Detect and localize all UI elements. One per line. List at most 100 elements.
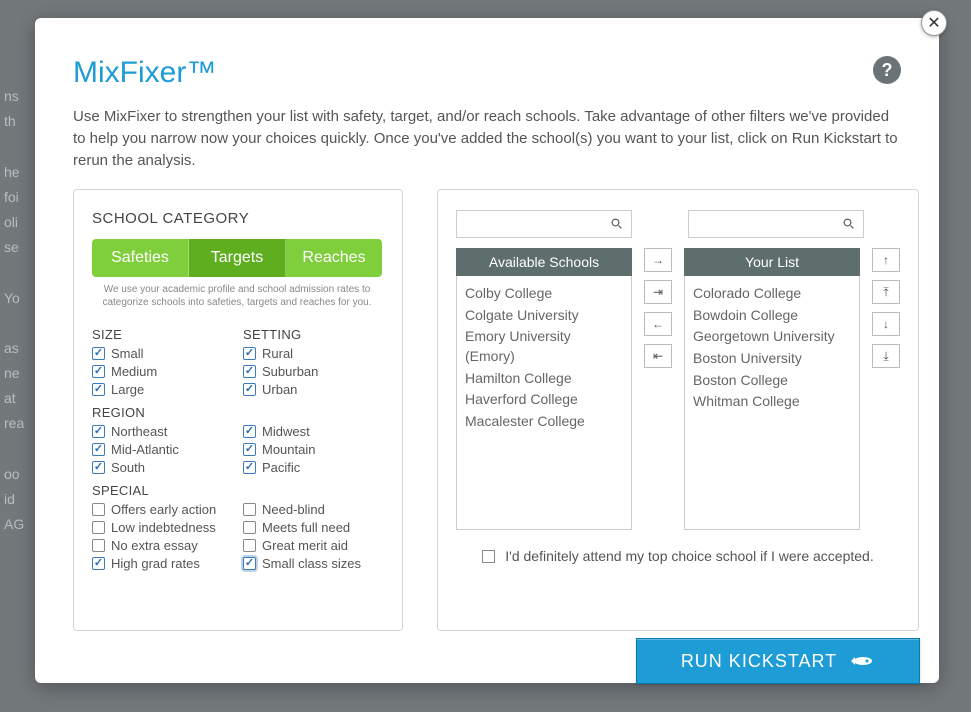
lbl-small: Small	[111, 346, 144, 361]
run-kickstart-button[interactable]: RUN KICKSTART	[636, 638, 920, 684]
lbl-pacific: Pacific	[262, 460, 300, 475]
search-available[interactable]	[456, 210, 632, 238]
arrow-left-icon: ←	[652, 317, 664, 331]
arrow-down-icon: ↓	[883, 317, 889, 331]
lbl-mountain: Mountain	[262, 442, 315, 457]
list-item[interactable]: Haverford College	[465, 390, 623, 410]
modal-title: MixFixer™	[73, 56, 216, 90]
filter-panel: SCHOOL CATEGORY Safeties Targets Reaches…	[73, 189, 403, 631]
modal-header: MixFixer™ ?	[73, 56, 901, 106]
list-item[interactable]: Colgate University	[465, 306, 623, 326]
chk-medium[interactable]	[92, 365, 105, 378]
tab-reaches[interactable]: Reaches	[286, 239, 382, 277]
close-button[interactable]: ✕	[921, 10, 947, 36]
category-tabs: Safeties Targets Reaches	[92, 239, 382, 277]
chk-smallclass[interactable]	[243, 557, 256, 570]
special-heading: SPECIAL	[92, 483, 233, 498]
move-buttons: → ⇥ ← ⇤	[644, 248, 672, 368]
help-icon: ?	[882, 60, 893, 81]
setting-heading: SETTING	[243, 327, 384, 342]
chk-large[interactable]	[92, 383, 105, 396]
chk-grad[interactable]	[92, 557, 105, 570]
lbl-fullneed: Meets full need	[262, 520, 350, 535]
move-all-left-button[interactable]: ⇤	[644, 344, 672, 368]
chk-merit[interactable]	[243, 539, 256, 552]
tab-safeties[interactable]: Safeties	[92, 239, 189, 277]
chk-south[interactable]	[92, 461, 105, 474]
lbl-urban: Urban	[262, 382, 297, 397]
category-note: We use your academic profile and school …	[92, 283, 382, 309]
list-item[interactable]: Whitman College	[693, 392, 851, 412]
search-yourlist[interactable]	[688, 210, 864, 238]
yourlist-col: Your List Colorado CollegeBowdoin Colleg…	[684, 248, 860, 530]
lbl-rural: Rural	[262, 346, 293, 361]
tab-targets[interactable]: Targets	[189, 239, 286, 277]
yourlist-header: Your List	[684, 248, 860, 276]
list-item[interactable]: Macalester College	[465, 412, 623, 432]
list-item[interactable]: Colorado College	[693, 284, 851, 304]
mixfixer-modal: ✕ MixFixer™ ? Use MixFixer to strengthen…	[35, 18, 939, 683]
filter-col-left: SIZE Small Medium Large REGION Northeast…	[92, 319, 233, 574]
chk-early[interactable]	[92, 503, 105, 516]
chk-needblind[interactable]	[243, 503, 256, 516]
move-all-right-button[interactable]: ⇥	[644, 280, 672, 304]
rocket-icon	[847, 654, 875, 668]
chk-noessay[interactable]	[92, 539, 105, 552]
lbl-needblind: Need-blind	[262, 502, 325, 517]
chk-midwest[interactable]	[243, 425, 256, 438]
lbl-grad: High grad rates	[111, 556, 200, 571]
help-button[interactable]: ?	[873, 56, 901, 84]
lbl-medium: Medium	[111, 364, 157, 379]
arrow-down-bar-icon: ⤓	[883, 349, 888, 364]
chk-lowdebt[interactable]	[92, 521, 105, 534]
intro-text: Use MixFixer to strengthen your list wit…	[73, 106, 901, 171]
chk-midatlantic[interactable]	[92, 443, 105, 456]
search-icon	[843, 218, 855, 230]
list-item[interactable]: Boston University	[693, 349, 851, 369]
chk-attend[interactable]	[482, 550, 495, 563]
lbl-noessay: No extra essay	[111, 538, 198, 553]
filter-grid: SIZE Small Medium Large REGION Northeast…	[92, 319, 384, 574]
move-right-button[interactable]: →	[644, 248, 672, 272]
columns: SCHOOL CATEGORY Safeties Targets Reaches…	[73, 189, 901, 631]
list-item[interactable]: Bowdoin College	[693, 306, 851, 326]
chk-northeast[interactable]	[92, 425, 105, 438]
reorder-buttons: ↑ ⤒ ↓ ⤓	[872, 248, 900, 368]
move-bottom-button[interactable]: ⤓	[872, 344, 900, 368]
chk-mountain[interactable]	[243, 443, 256, 456]
chk-suburban[interactable]	[243, 365, 256, 378]
list-item[interactable]: Georgetown University	[693, 327, 851, 347]
move-down-button[interactable]: ↓	[872, 312, 900, 336]
lbl-lowdebt: Low indebtedness	[111, 520, 216, 535]
move-up-button[interactable]: ↑	[872, 248, 900, 272]
your-list[interactable]: Colorado CollegeBowdoin CollegeGeorgetow…	[684, 276, 860, 530]
arrow-right-icon: →	[652, 253, 664, 267]
close-icon: ✕	[927, 13, 940, 33]
chk-small[interactable]	[92, 347, 105, 360]
chk-fullneed[interactable]	[243, 521, 256, 534]
list-item[interactable]: Emory University (Emory)	[465, 327, 623, 366]
lbl-northeast: Northeast	[111, 424, 167, 439]
list-item[interactable]: Hamilton College	[465, 369, 623, 389]
lbl-midwest: Midwest	[262, 424, 310, 439]
chk-urban[interactable]	[243, 383, 256, 396]
available-header: Available Schools	[456, 248, 632, 276]
lbl-suburban: Suburban	[262, 364, 318, 379]
lbl-smallclass: Small class sizes	[262, 556, 361, 571]
list-item[interactable]: Colby College	[465, 284, 623, 304]
search-icon	[611, 218, 623, 230]
region-heading: REGION	[92, 405, 233, 420]
arrow-up-icon: ↑	[883, 253, 889, 267]
search-row	[456, 210, 900, 238]
list-item[interactable]: Boston College	[693, 371, 851, 391]
lbl-early: Offers early action	[111, 502, 216, 517]
chk-pacific[interactable]	[243, 461, 256, 474]
arrow-left-bar-icon: ⇤	[653, 349, 663, 363]
chk-rural[interactable]	[243, 347, 256, 360]
move-top-button[interactable]: ⤒	[872, 280, 900, 304]
move-left-button[interactable]: ←	[644, 312, 672, 336]
available-list[interactable]: Colby CollegeColgate UniversityEmory Uni…	[456, 276, 632, 530]
bg-text: nsthhefoioliseYoasneatreaooidAG	[0, 80, 28, 541]
lbl-merit: Great merit aid	[262, 538, 348, 553]
run-label: RUN KICKSTART	[681, 651, 837, 672]
